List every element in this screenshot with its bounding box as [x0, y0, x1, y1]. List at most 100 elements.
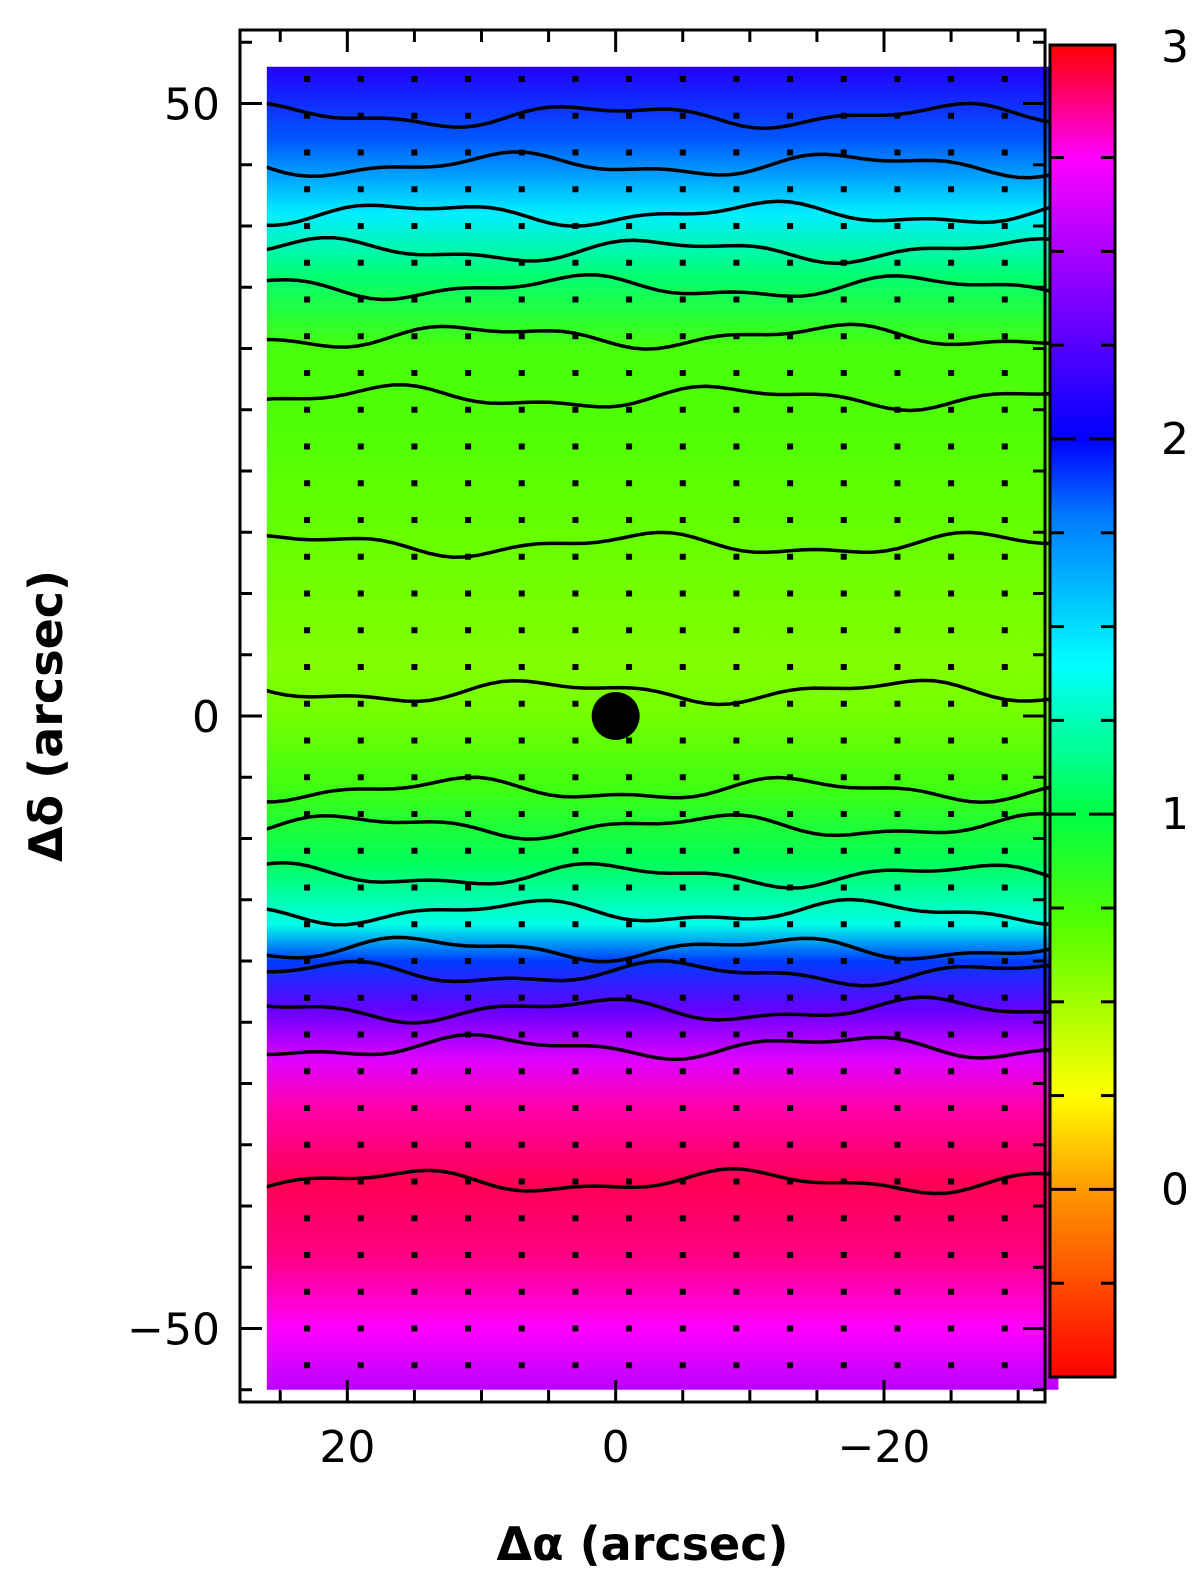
sample-point: [1001, 811, 1008, 817]
sample-point: [518, 1362, 525, 1369]
sample-point: [679, 1362, 686, 1369]
sample-point: [840, 517, 847, 523]
marker-layer: [591, 692, 640, 740]
sample-point: [733, 333, 740, 340]
sample-point: [733, 590, 740, 597]
sample-point: [733, 811, 740, 817]
sample-point: [948, 149, 955, 156]
sample-point: [733, 1215, 740, 1222]
sample-point: [411, 480, 418, 487]
sample-point: [948, 1068, 955, 1075]
sample-point: [357, 186, 364, 193]
sample-point: [518, 259, 525, 266]
sample-point: [411, 1252, 418, 1258]
sample-point: [894, 994, 901, 1001]
sample-point: [626, 884, 633, 891]
sample-point: [518, 296, 525, 303]
sample-point: [840, 112, 847, 119]
sample-point: [572, 847, 579, 854]
sample-point: [518, 1068, 525, 1075]
sample-point: [626, 1068, 633, 1075]
sample-point: [411, 553, 418, 560]
sample-point: [250, 76, 256, 82]
sample-point: [518, 884, 525, 891]
contour-line: [266, 935, 1055, 964]
sample-point: [250, 186, 256, 192]
sample-point: [840, 1362, 847, 1369]
sample-point: [411, 774, 418, 781]
sample-point: [250, 811, 256, 817]
sample-point: [679, 406, 686, 413]
sample-point: [948, 406, 955, 413]
sample-point: [626, 1141, 633, 1148]
sample-point: [679, 811, 686, 817]
sample-point: [948, 480, 955, 487]
sample-point: [1001, 480, 1008, 487]
sample-point: [679, 1105, 686, 1111]
sample-point: [304, 443, 311, 450]
contour-line: [266, 959, 1054, 988]
sample-point: [465, 259, 472, 266]
sample-point: [948, 884, 955, 891]
sample-point: [840, 811, 847, 817]
sample-point: [250, 1289, 256, 1295]
sample-point: [894, 700, 901, 707]
sample-point: [894, 1325, 901, 1332]
sample-point: [948, 994, 955, 1001]
sample-point: [626, 921, 633, 928]
sample-point: [411, 370, 418, 376]
sample-point: [626, 1325, 633, 1332]
sample-point: [679, 700, 686, 707]
sample-point: [572, 259, 579, 266]
sample-point: [572, 1178, 579, 1185]
sample-point: [518, 994, 525, 1001]
sample-point: [357, 406, 364, 413]
contour-line: [266, 811, 1054, 841]
sample-point: [787, 480, 794, 487]
sample-point: [679, 553, 686, 560]
sample-point: [357, 1252, 364, 1258]
contour-line: [266, 775, 1055, 805]
sample-point: [465, 517, 472, 523]
sample-point: [1001, 1362, 1008, 1369]
sample-point: [518, 664, 525, 670]
sample-point: [894, 112, 901, 119]
sample-point: [465, 1215, 472, 1222]
sample-point: [948, 664, 955, 670]
sample-point: [787, 370, 794, 376]
sample-point: [948, 112, 955, 119]
sample-point: [465, 406, 472, 413]
map-layer: [250, 66, 1059, 1390]
sample-point: [840, 1215, 847, 1222]
sample-point: [518, 1252, 525, 1258]
sample-point: [572, 333, 579, 340]
sample-point: [518, 112, 525, 119]
sample-point: [626, 149, 633, 156]
sample-point: [357, 921, 364, 928]
sample-point: [357, 259, 364, 266]
sample-point: [465, 664, 472, 670]
sample-point: [1001, 1178, 1008, 1185]
sample-point: [572, 811, 579, 817]
sample-point: [1001, 1068, 1008, 1075]
y-axis-ticks: 50 0 −50: [127, 40, 1045, 1392]
contour-line: [266, 150, 1055, 180]
sample-point: [304, 700, 311, 707]
sample-point: [840, 1141, 847, 1148]
sample-point: [250, 150, 256, 156]
sample-point: [948, 1252, 955, 1258]
sample-point: [411, 847, 418, 854]
sample-point: [894, 958, 901, 964]
colorbar-tick-label: 1: [1161, 789, 1189, 840]
sample-point: [679, 994, 686, 1001]
sample-point: [357, 627, 364, 634]
sample-point: [626, 737, 633, 744]
sample-point: [1001, 774, 1008, 781]
colorbar-tick-label: 0: [1161, 1164, 1189, 1215]
sample-point: [840, 259, 847, 266]
sample-point: [1001, 186, 1008, 193]
sample-point: [787, 774, 794, 781]
sample-point: [626, 553, 633, 560]
y-tick-label: 0: [192, 692, 220, 743]
sample-point: [411, 406, 418, 413]
